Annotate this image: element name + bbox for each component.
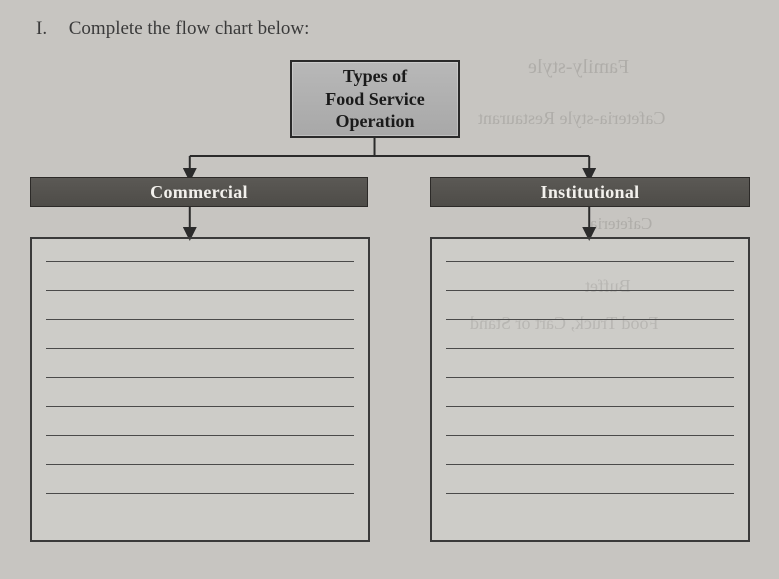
bleedthrough-text: Cafeteria bbox=[590, 214, 652, 234]
answer-line bbox=[46, 493, 354, 494]
answer-box-commercial bbox=[30, 237, 370, 542]
answer-line bbox=[446, 406, 734, 407]
bleedthrough-text: Cafeteria-style Restaurant bbox=[478, 108, 665, 129]
branch-header-institutional: Institutional bbox=[430, 177, 750, 207]
instruction-text: Complete the flow chart below: bbox=[69, 18, 310, 39]
answer-line bbox=[446, 493, 734, 494]
bleedthrough-text: Family-style bbox=[528, 56, 629, 79]
answer-line bbox=[446, 290, 734, 291]
answer-line bbox=[446, 377, 734, 378]
answer-line bbox=[46, 435, 354, 436]
answer-line bbox=[46, 464, 354, 465]
instruction-roman: I. bbox=[36, 18, 64, 40]
answer-box-institutional bbox=[430, 237, 750, 542]
branch-header-commercial: Commercial bbox=[30, 177, 368, 207]
answer-line bbox=[46, 290, 354, 291]
flowchart-area: Family-style Cafeteria-style Restaurant Ca… bbox=[30, 52, 749, 562]
root-node-label: Types ofFood ServiceOperation bbox=[325, 65, 424, 133]
answer-line bbox=[446, 464, 734, 465]
answer-line bbox=[46, 319, 354, 320]
answer-line bbox=[46, 261, 354, 262]
root-node: Types ofFood ServiceOperation bbox=[290, 60, 460, 138]
branch-label-institutional: Institutional bbox=[541, 182, 640, 203]
answer-line bbox=[46, 406, 354, 407]
branch-label-commercial: Commercial bbox=[150, 182, 248, 203]
worksheet-page: I. Complete the flow chart below: Family… bbox=[0, 0, 779, 579]
answer-line bbox=[46, 348, 354, 349]
answer-line bbox=[446, 261, 734, 262]
instruction-line: I. Complete the flow chart below: bbox=[30, 18, 749, 40]
answer-line bbox=[446, 348, 734, 349]
answer-line bbox=[46, 377, 354, 378]
answer-line bbox=[446, 319, 734, 320]
answer-line bbox=[446, 435, 734, 436]
